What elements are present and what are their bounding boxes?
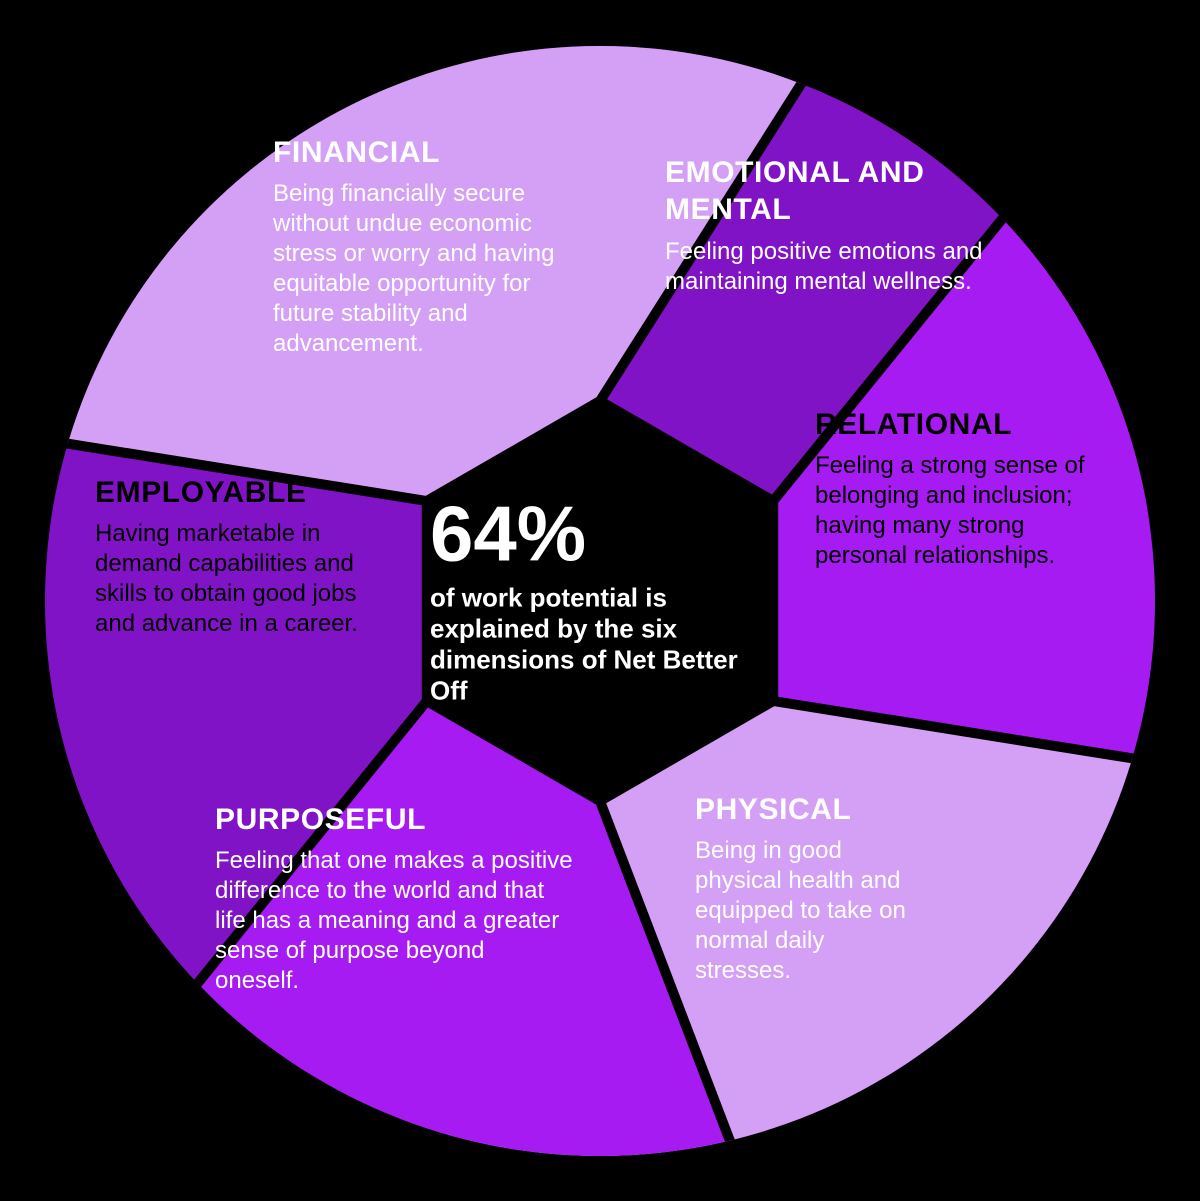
segment-body: Having marketable in demand capabilities…: [95, 519, 385, 639]
segment-title: FINANCIAL: [273, 134, 583, 172]
segment-body: Feeling a strong sense of belonging and …: [815, 451, 1095, 571]
segment-body: Feeling positive emotions and maintainin…: [665, 237, 985, 297]
segment-physical: PHYSICAL Being in good physical health a…: [695, 791, 925, 987]
segment-body: Feeling that one makes a positive differ…: [215, 846, 575, 996]
segment-relational: RELATIONAL Feeling a strong sense of bel…: [815, 406, 1095, 572]
segment-title: EMPLOYABLE: [95, 474, 385, 512]
aperture-diagram: FINANCIAL Being financially secure witho…: [35, 36, 1165, 1166]
center-stat-block: 64% of work potential is explained by th…: [430, 494, 770, 707]
segment-title: EMOTIONAL AND MENTAL: [665, 154, 985, 229]
segment-title: RELATIONAL: [815, 406, 1095, 444]
segment-body: Being in good physical health and equipp…: [695, 836, 925, 986]
segment-title: PHYSICAL: [695, 791, 925, 829]
segment-title: PURPOSEFUL: [215, 801, 575, 839]
segment-emotional: EMOTIONAL AND MENTAL Feeling positive em…: [665, 154, 985, 297]
segment-employable: EMPLOYABLE Having marketable in demand c…: [95, 474, 385, 640]
center-stat: 64%: [430, 494, 770, 572]
segment-body: Being financially secure without undue e…: [273, 179, 583, 359]
segment-financial: FINANCIAL Being financially secure witho…: [273, 134, 583, 360]
segment-purposeful: PURPOSEFUL Feeling that one makes a posi…: [215, 801, 575, 997]
center-subtext: of work potential is explained by the si…: [430, 582, 770, 707]
